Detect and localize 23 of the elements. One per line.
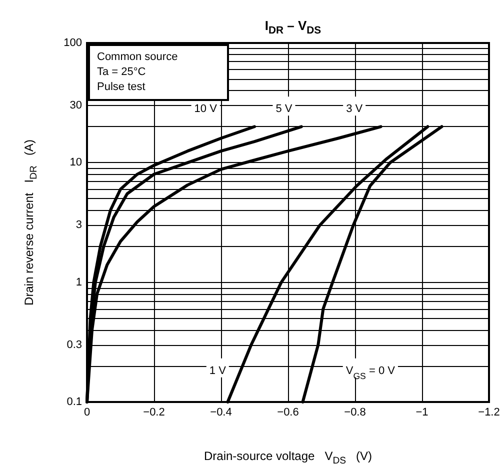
x-tick-label: −1.2	[478, 406, 500, 418]
series-label: 3 V	[346, 103, 364, 116]
x-tick-label: −0.4	[210, 406, 232, 418]
series-label: 1 V	[209, 364, 227, 377]
y-tick-label: 3	[76, 219, 82, 232]
text: 10 V	[194, 103, 218, 116]
annotation: Ta = 25°C	[97, 65, 147, 80]
series-label: 5 V	[276, 103, 293, 116]
x-tick-label: −0.2	[143, 406, 165, 418]
annotation: Common source	[97, 50, 179, 65]
y-tick-label: 0.1	[66, 396, 82, 408]
note-box: Common source Ta = 25°C Pulse test	[88, 44, 229, 101]
y-tick-label: 30	[70, 100, 82, 112]
y-tick-label: 100	[64, 37, 82, 49]
y-axis-title: Drain reverse current IDR (A)	[22, 140, 40, 306]
annotation: Pulse test	[97, 80, 146, 95]
x-tick-label: −1	[416, 406, 428, 418]
x-tick-label: −0.8	[344, 406, 366, 418]
x-tick-label: 0	[84, 406, 90, 418]
x-tick-label: −0.6	[277, 406, 299, 418]
y-tick-label: 10	[70, 156, 82, 169]
y-tick-label: 1	[76, 276, 82, 288]
y-tick-label: 0.3	[66, 338, 82, 351]
